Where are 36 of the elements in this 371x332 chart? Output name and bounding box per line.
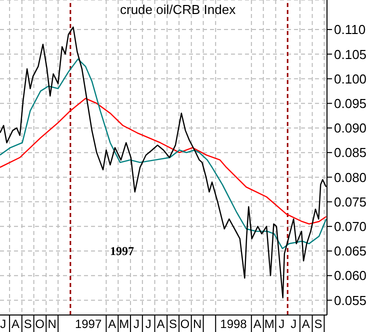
chart-title: crude oil/CRB Index (120, 2, 236, 17)
y-tick-label: 0.085 (334, 145, 367, 160)
x-tick-label: J (0, 317, 6, 331)
line-series (0, 98, 327, 225)
x-tick-label: M (264, 317, 274, 331)
y-tick-label: 0.090 (334, 120, 367, 136)
x-tick-label: A (108, 317, 116, 331)
y-tick-label: 0.105 (334, 46, 367, 62)
x-tick-label: A (253, 317, 262, 331)
y-tick-label: 0.075 (334, 194, 367, 210)
x-tick-label: A (302, 317, 310, 331)
y-tick-label: 0.065 (334, 244, 367, 259)
x-tick-label: S (24, 317, 32, 331)
x-tick-label: 1998 (220, 317, 248, 331)
x-tick-label: J (133, 317, 140, 331)
x-tick-label: J (278, 317, 285, 331)
x-tick-label: 1997 (74, 317, 102, 331)
y-tick-label: 0.100 (334, 71, 367, 86)
y-tick-label: 0.060 (334, 268, 367, 284)
y-tick-label: 0.070 (334, 219, 367, 234)
x-tick-label: N (48, 317, 56, 331)
y-tick-label: 0.095 (334, 96, 367, 111)
x-tick-label: A (156, 317, 165, 331)
x-tick-label: A (12, 317, 20, 331)
y-tick-label: 0.080 (334, 170, 367, 185)
y-tick-label: 0.110 (334, 22, 366, 38)
x-tick-label: O (180, 317, 190, 331)
x-tick-label: N (192, 317, 202, 331)
y-tick-label: 0.055 (334, 292, 367, 308)
x-tick-label: S (169, 317, 178, 331)
x-tick-label: J (290, 317, 297, 331)
x-tick-label: S (314, 317, 322, 331)
annotation: 1997 (110, 244, 134, 259)
x-tick-label: M (119, 317, 130, 331)
x-tick-label: J (145, 317, 152, 331)
x-tick-label: O (35, 317, 44, 331)
